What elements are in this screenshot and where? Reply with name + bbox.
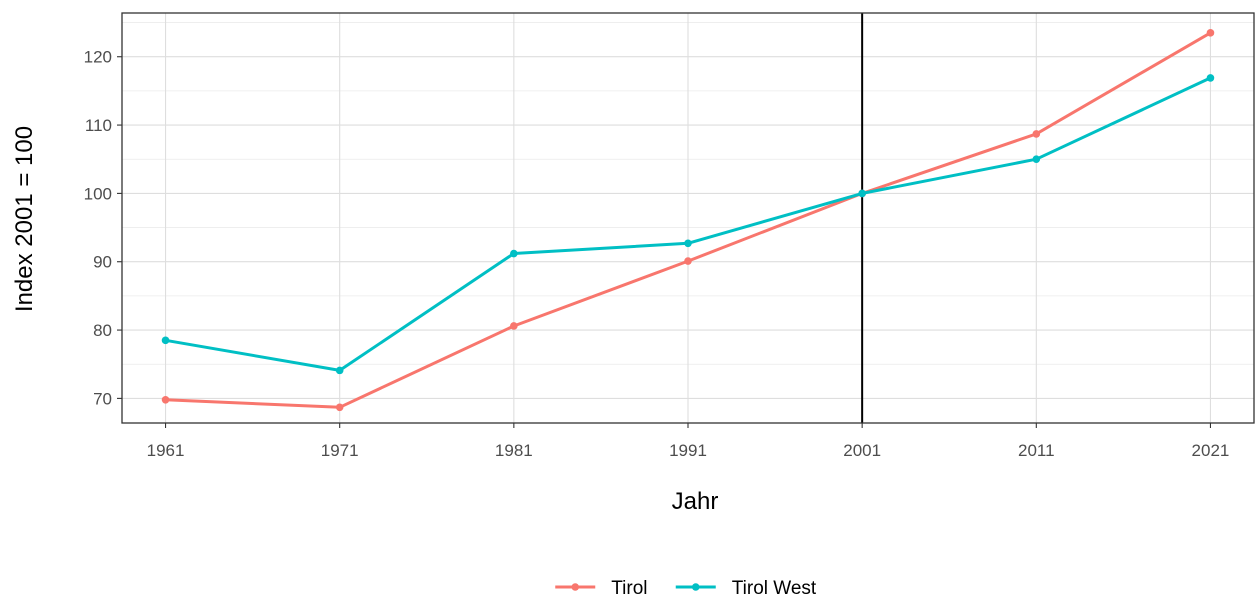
- x-tick-label: 2001: [843, 441, 881, 460]
- legend-label-tirol: Tirol: [611, 578, 647, 596]
- x-tick-label: 2021: [1192, 441, 1230, 460]
- series-lines: [161, 29, 1215, 412]
- data-point: [335, 366, 344, 375]
- data-point: [161, 395, 170, 404]
- legend-key-point-tirol-west: [691, 583, 700, 591]
- data-point: [1206, 74, 1215, 82]
- data-point: [161, 336, 170, 345]
- y-tick-label: 120: [84, 48, 112, 67]
- legend-key-point-tirol: [571, 583, 580, 591]
- y-axis-ticks: 70 80 90 100 110 120: [84, 48, 122, 408]
- x-tick-label: 1981: [495, 441, 533, 460]
- y-tick-label: 70: [93, 389, 112, 408]
- x-axis-ticks: 1961 1971 1981 1991 2001 2011 2021: [147, 423, 1230, 460]
- data-point: [858, 189, 866, 198]
- x-tick-label: 1971: [321, 441, 359, 460]
- y-tick-label: 110: [85, 116, 112, 135]
- x-tick-label: 1961: [147, 441, 185, 460]
- legend-label-tirol-west: Tirol West: [732, 578, 817, 596]
- x-tick-label: 2011: [1018, 441, 1055, 460]
- data-point: [1206, 29, 1215, 37]
- x-axis-title: Jahr: [672, 488, 719, 515]
- data-point: [684, 257, 692, 265]
- data-point: [684, 239, 692, 248]
- data-point: [1032, 155, 1041, 164]
- grid-lines: [122, 13, 1254, 423]
- x-tick-label: 1991: [669, 441, 707, 460]
- data-point: [335, 403, 344, 412]
- y-axis-title: Index 2001 = 100: [11, 126, 38, 312]
- data-point: [1032, 130, 1041, 138]
- data-point: [510, 249, 518, 258]
- legend: Tirol Tirol West: [555, 578, 817, 596]
- y-tick-label: 90: [93, 253, 112, 272]
- data-point: [510, 322, 518, 330]
- y-tick-label: 100: [84, 184, 112, 203]
- y-tick-label: 80: [93, 321, 112, 340]
